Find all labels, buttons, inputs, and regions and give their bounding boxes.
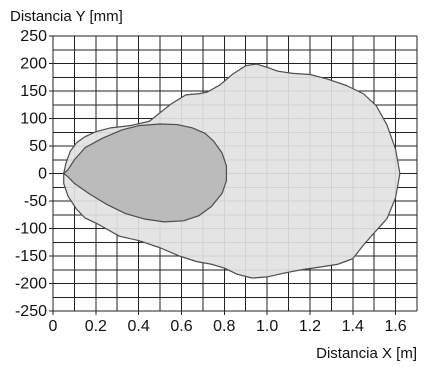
x-tick-label: 0.2 [85,318,107,335]
x-tick-label: 1.6 [384,318,406,335]
x-tick-label: 1.2 [299,318,321,335]
area-layer [63,63,401,279]
y-tick-label: 150 [20,83,47,100]
outer-detection-area [63,63,401,279]
x-tick-label: 0 [49,318,58,335]
x-tick-label: 0.8 [213,318,235,335]
x-tick-label: 0.4 [128,318,150,335]
y-tick-label: -50 [24,193,47,210]
x-tick-label: 1.0 [256,318,278,335]
y-tick-label: -200 [15,276,47,293]
x-tick-label: 0.6 [170,318,192,335]
y-tick-label: 250 [20,28,47,45]
axes-layer [49,35,417,315]
y-tick-label: 50 [29,138,47,155]
inner-detection-area [63,123,228,223]
y-tick-label: -250 [15,303,47,320]
y-tick-label: 200 [20,56,47,73]
y-tick-label: -150 [15,248,47,265]
x-tick-label: 1.4 [342,318,364,335]
y-tick-label: 0 [38,166,47,183]
y-axis-title: Distancia Y [mm] [10,8,123,25]
x-axis-title: Distancia X [m] [316,345,417,362]
y-tick-label: -100 [15,221,47,238]
y-tick-label: 100 [20,111,47,128]
